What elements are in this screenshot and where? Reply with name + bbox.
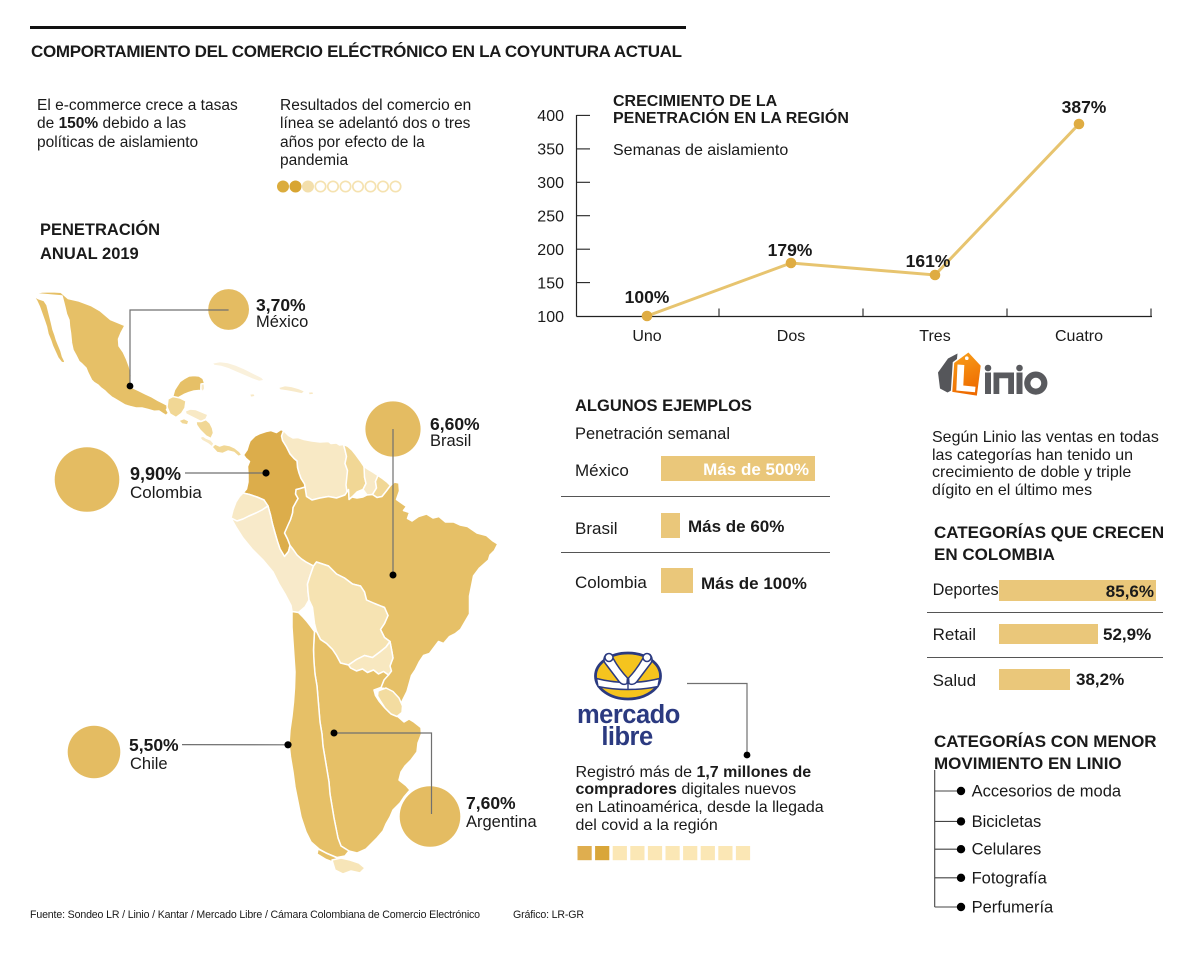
svg-text:179%: 179% bbox=[768, 240, 813, 260]
svg-text:Perfumería: Perfumería bbox=[972, 899, 1054, 917]
svg-text:Celulares: Celulares bbox=[972, 841, 1042, 859]
svg-text:Tres: Tres bbox=[919, 328, 950, 345]
svg-text:350: 350 bbox=[537, 142, 564, 159]
svg-text:100: 100 bbox=[537, 309, 564, 326]
svg-text:Dos: Dos bbox=[777, 328, 805, 345]
svg-text:200: 200 bbox=[537, 242, 564, 259]
svg-text:150: 150 bbox=[537, 275, 564, 292]
svg-text:Bicicletas: Bicicletas bbox=[972, 813, 1042, 831]
svg-text:300: 300 bbox=[537, 175, 564, 192]
svg-text:100%: 100% bbox=[625, 287, 670, 307]
svg-text:161%: 161% bbox=[906, 251, 951, 271]
svg-text:Fotografía: Fotografía bbox=[972, 869, 1048, 887]
svg-text:387%: 387% bbox=[1062, 97, 1107, 117]
svg-text:250: 250 bbox=[537, 208, 564, 225]
svg-text:400: 400 bbox=[537, 108, 564, 125]
svg-text:Cuatro: Cuatro bbox=[1055, 328, 1103, 345]
svg-text:Accesorios de moda: Accesorios de moda bbox=[972, 783, 1122, 801]
svg-text:Uno: Uno bbox=[632, 328, 661, 345]
